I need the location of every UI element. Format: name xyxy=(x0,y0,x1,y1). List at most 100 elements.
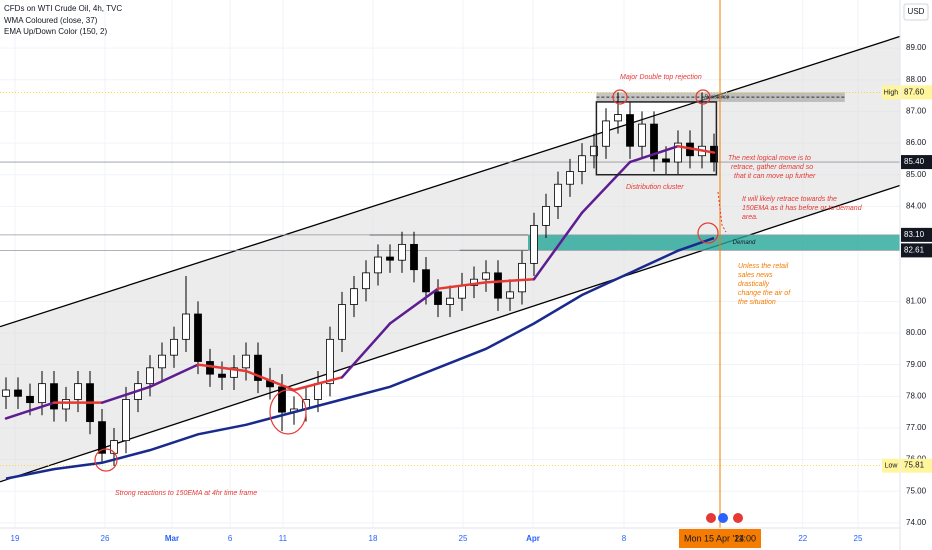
candle-body xyxy=(674,142,682,163)
annotation: drastically xyxy=(738,281,770,288)
currency-box[interactable] xyxy=(903,3,929,21)
candle-body xyxy=(554,183,562,207)
candle-body xyxy=(350,288,358,305)
circle xyxy=(612,89,628,105)
price-label-box xyxy=(901,227,932,242)
wma-segment xyxy=(484,277,536,284)
candle-body xyxy=(530,224,538,264)
candle-body xyxy=(2,389,10,397)
wma-segment xyxy=(292,376,344,392)
zone-label: Demand xyxy=(733,240,756,246)
price-label-box xyxy=(901,243,932,258)
candle-body xyxy=(590,145,598,157)
candle-body xyxy=(662,158,670,163)
y-tick-label: 80.00 xyxy=(906,328,927,337)
x-tick-label: 18 xyxy=(369,534,378,543)
x-tick-label: 25 xyxy=(854,534,863,543)
wma-segment xyxy=(580,160,632,214)
candle-body xyxy=(38,383,46,404)
candle-body xyxy=(566,171,574,185)
price-label: 82.61 xyxy=(904,245,925,254)
zone-label: Resistance xyxy=(704,95,729,101)
price-label-box xyxy=(901,155,932,170)
wma-segment xyxy=(4,401,56,420)
annotation: change the air of xyxy=(738,290,791,297)
y-tick-label: 74.00 xyxy=(906,518,927,527)
wma-segment xyxy=(676,144,716,154)
y-tick-label: 84.00 xyxy=(906,201,927,210)
y-tick-label: 79.00 xyxy=(906,360,927,369)
candle-body xyxy=(626,114,634,147)
wma-segment xyxy=(388,287,440,325)
wma-segment xyxy=(148,363,200,389)
candle-body xyxy=(278,386,286,413)
cursor-time: 11:00 xyxy=(734,533,756,543)
x-tick-label: 25 xyxy=(459,534,468,543)
price-tag: Low xyxy=(885,462,899,469)
demand-zone xyxy=(528,234,900,251)
price-label: 87.60 xyxy=(904,88,925,97)
price-label: 83.10 xyxy=(904,230,925,239)
currency: USD xyxy=(908,7,925,16)
event-icon[interactable] xyxy=(733,513,743,523)
price-tag: High xyxy=(884,89,899,96)
price-tag-box xyxy=(882,458,900,473)
candle-body xyxy=(326,338,334,385)
wma-segment xyxy=(100,385,152,404)
candle-body xyxy=(26,395,34,404)
legend-entry: WMA Coloured (close, 37) xyxy=(4,16,98,25)
candle-body xyxy=(14,389,22,397)
y-tick-label: 78.00 xyxy=(906,391,927,400)
candle-body xyxy=(314,383,322,400)
candle-body xyxy=(494,272,502,299)
candle-body xyxy=(218,373,226,378)
annotation: sales news xyxy=(738,272,773,279)
x-tick-label: 22 xyxy=(798,534,807,543)
x-tick-label: 6 xyxy=(228,534,233,543)
candle-body xyxy=(182,313,190,340)
candle-body xyxy=(50,383,58,410)
channel-line xyxy=(0,174,932,483)
wma-segment xyxy=(436,281,488,290)
x-tick-label: 8 xyxy=(622,534,627,543)
x-tick-label: Mar xyxy=(165,534,179,543)
candle-body xyxy=(254,354,262,381)
annotation: It will likely retrace towards the xyxy=(742,196,837,203)
chart-title: CFDs on WTI Crude Oil, 4h, TVC xyxy=(4,4,122,13)
price-label: 85.40 xyxy=(904,157,925,166)
annotation: Distribution cluster xyxy=(626,184,684,191)
annotation: area. xyxy=(742,214,758,221)
y-tick-label: 81.00 xyxy=(906,296,927,305)
price-tag-box xyxy=(882,85,900,100)
candle-body xyxy=(170,338,178,356)
y-tick-label: 85.00 xyxy=(906,170,927,179)
event-icon[interactable] xyxy=(718,513,728,523)
y-tick-label: 86.00 xyxy=(906,138,927,147)
candle-body xyxy=(650,123,658,160)
candle-body xyxy=(338,304,346,340)
price-label: 75.81 xyxy=(904,461,925,470)
wma-segment xyxy=(628,144,680,164)
circle xyxy=(695,89,711,105)
wma-segment xyxy=(340,322,392,379)
annotation: that it can move up further xyxy=(734,173,816,180)
y-tick-label: 87.00 xyxy=(906,107,927,116)
circle xyxy=(269,389,307,435)
annotation: Strong reactions to 150EMA at 4hr time f… xyxy=(115,490,257,497)
candle-body xyxy=(602,120,610,147)
event-icon[interactable] xyxy=(706,513,716,523)
x-tick-label: 11 xyxy=(279,534,288,543)
cursor-date-box xyxy=(679,529,761,548)
x-tick-label: Apr xyxy=(526,534,540,543)
candle-body xyxy=(710,145,718,163)
annotation: Major Double top rejection xyxy=(620,74,702,81)
y-tick-label: 77.00 xyxy=(906,423,927,432)
plot: Demand Resistance xyxy=(0,0,932,528)
channel-line xyxy=(0,25,932,328)
price-label-box xyxy=(901,85,932,100)
annotation: the situation xyxy=(738,299,776,306)
x-tick-label: 19 xyxy=(11,534,20,543)
candle-body xyxy=(458,285,466,299)
ema-line xyxy=(5,236,715,480)
candle-body xyxy=(158,354,166,369)
